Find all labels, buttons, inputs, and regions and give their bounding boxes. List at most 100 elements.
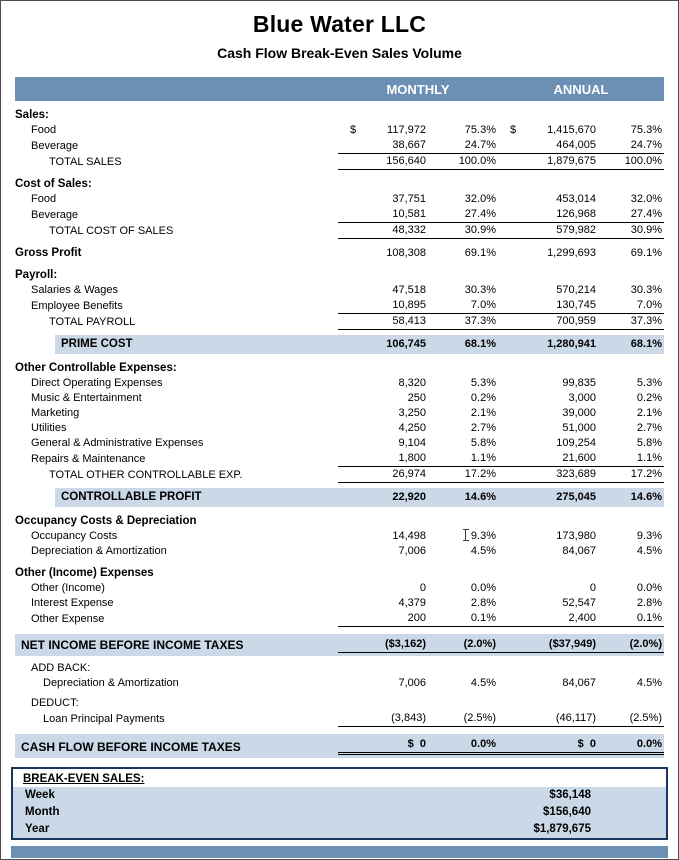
- row-label: Marketing: [31, 407, 80, 419]
- row-value: (46,117): [498, 711, 598, 727]
- row-value: 2.8%: [470, 597, 496, 609]
- row-label: CONTROLLABLE PROFIT: [61, 491, 202, 503]
- row-value: 58,413: [338, 314, 428, 330]
- row-value: 1,280,941: [547, 338, 596, 350]
- row-label: Direct Operating Expenses: [31, 377, 163, 389]
- row-label: Beverage: [31, 140, 79, 152]
- row-value: 52,547: [562, 597, 596, 609]
- row-value: 5.8%: [470, 437, 496, 449]
- row-value: (2.0%): [598, 637, 664, 653]
- row-value: (2.5%): [598, 711, 664, 727]
- row-value: 1,299,693: [547, 247, 596, 259]
- table-row: Food $117,972 75.3% $1,415,670 75.3%: [15, 123, 664, 138]
- breakeven-value: $36,148: [549, 789, 591, 801]
- column-header-monthly: MONTHLY: [386, 81, 450, 97]
- row-label: TOTAL SALES: [49, 156, 122, 168]
- table-row: Depreciation & Amortization 7,006 4.5% 84,0…: [15, 544, 664, 559]
- row-value: 453,014: [556, 193, 596, 205]
- table-row: Occupancy Costs & Depreciation: [15, 514, 664, 529]
- row-value: 0.2%: [636, 392, 662, 404]
- table-row: Music & Entertainment 250 0.2% 3,000 0.2%: [15, 391, 664, 406]
- row-label: PRIME COST: [61, 338, 133, 350]
- row-value: 200: [338, 611, 428, 627]
- row-value: 0: [419, 582, 426, 594]
- row-value: 69.1%: [464, 247, 496, 259]
- row-value: 14,498: [392, 530, 426, 542]
- row-value: ($3,162): [338, 637, 428, 653]
- row-value: ($37,949): [498, 637, 598, 653]
- row-value: 24.7%: [598, 138, 664, 154]
- breakeven-value: $156,640: [543, 806, 591, 818]
- table-rows: Sales: Food $117,972 75.3% $1,415,670 75.3% Be…: [15, 108, 664, 758]
- row-label: Music & Entertainment: [31, 392, 142, 404]
- page-title: Blue Water LLC: [252, 11, 427, 37]
- row-value: 68.1%: [464, 338, 496, 350]
- row-value: 0.0%: [598, 737, 664, 755]
- row-label: General & Administrative Expenses: [31, 437, 204, 449]
- row-label: Other Expense: [31, 613, 105, 625]
- row-label: TOTAL OTHER CONTROLLABLE EXP.: [49, 469, 243, 481]
- breakeven-title-text: BREAK-EVEN SALES:: [23, 773, 145, 785]
- row-label: ADD BACK:: [31, 662, 91, 674]
- row-label: TOTAL PAYROLL: [49, 316, 136, 328]
- row-value: 32.0%: [464, 193, 496, 205]
- row-value: 30.3%: [464, 284, 496, 296]
- row-value: 2.8%: [636, 597, 662, 609]
- row-value: 173,980: [556, 530, 596, 542]
- table-row: CONTROLLABLE PROFIT 22,920 14.6% 275,045 14.…: [55, 488, 664, 507]
- row-value: 323,689: [498, 467, 598, 483]
- row-label: Loan Principal Payments: [43, 713, 165, 725]
- row-value: (3,843): [338, 711, 428, 727]
- row-value: 24.7%: [428, 138, 498, 154]
- table-row: Interest Expense 4,379 2.8% 52,547 2.8%: [15, 596, 664, 611]
- row-value: 10,895: [338, 298, 428, 314]
- row-value: 1,879,675: [498, 154, 598, 170]
- row-value: 100.0%: [428, 154, 498, 170]
- breakeven-title: BREAK-EVEN SALES:: [13, 769, 666, 787]
- breakeven-rows: Week $36,148 Month $156,640 Year $1,879,675: [13, 787, 666, 838]
- row-label: Depreciation & Amortization: [43, 677, 179, 689]
- row-value: 7.0%: [598, 298, 664, 314]
- row-value: 130,745: [498, 298, 598, 314]
- table-row: ADD BACK:: [15, 661, 664, 676]
- row-value: 4.5%: [636, 545, 662, 557]
- row-value: 2.1%: [470, 407, 496, 419]
- row-value: 5.8%: [636, 437, 662, 449]
- table-row: Payroll:: [15, 268, 664, 283]
- row-label: Food: [31, 124, 57, 136]
- row-value: 27.4%: [598, 207, 664, 223]
- row-value: 51,000: [562, 422, 596, 434]
- row-label: TOTAL COST OF SALES: [49, 225, 174, 237]
- table-row: PRIME COST 106,745 68.1% 1,280,941 68.1%: [55, 335, 664, 354]
- row-value: 700,959: [498, 314, 598, 330]
- row-label: NET INCOME BEFORE INCOME TAXES: [21, 638, 244, 652]
- ibeam-cursor: [462, 529, 470, 541]
- table-row: Other (Income) 0 0.0% 0 0.0%: [15, 581, 664, 596]
- table-row: Gross Profit 108,308 69.1% 1,299,693 69.1%: [15, 246, 664, 261]
- table-row: Loan Principal Payments (3,843) (2.5%) (46,…: [15, 711, 664, 727]
- row-value: 9.3%: [636, 530, 662, 542]
- column-header-bar: MONTHLY ANNUAL: [15, 77, 664, 101]
- currency-amount: 117,972: [387, 124, 426, 136]
- table-row: Direct Operating Expenses 8,320 5.3% 99,835…: [15, 376, 664, 391]
- table-row: Depreciation & Amortization 7,006 4.5% 84,0…: [15, 676, 664, 691]
- row-label: Salaries & Wages: [31, 284, 119, 296]
- row-value: 4,250: [398, 422, 426, 434]
- row-value: 4.5%: [636, 677, 662, 689]
- table-row: Repairs & Maintenance 1,800 1.1% 21,600 1.1%: [15, 451, 664, 467]
- table-row: DEDUCT:: [15, 696, 664, 711]
- row-value: 37,751: [392, 193, 426, 205]
- table-row: Other (Income) Expenses: [15, 566, 664, 581]
- table-row: General & Administrative Expenses 9,104 5.…: [15, 436, 664, 451]
- row-label: Employee Benefits: [31, 300, 123, 312]
- row-value: 108,308: [386, 247, 426, 259]
- table-row: Marketing 3,250 2.1% 39,000 2.1%: [15, 406, 664, 421]
- row-value: 464,005: [498, 138, 598, 154]
- row-value: 579,982: [498, 223, 598, 239]
- table-row: Food 37,751 32.0% 453,014 32.0%: [15, 192, 664, 207]
- row-value: 84,067: [562, 677, 596, 689]
- currency-amount: 1,415,670: [547, 124, 596, 136]
- breakeven-value: $1,879,675: [533, 823, 591, 835]
- breakeven-row: Week $36,148: [13, 787, 666, 804]
